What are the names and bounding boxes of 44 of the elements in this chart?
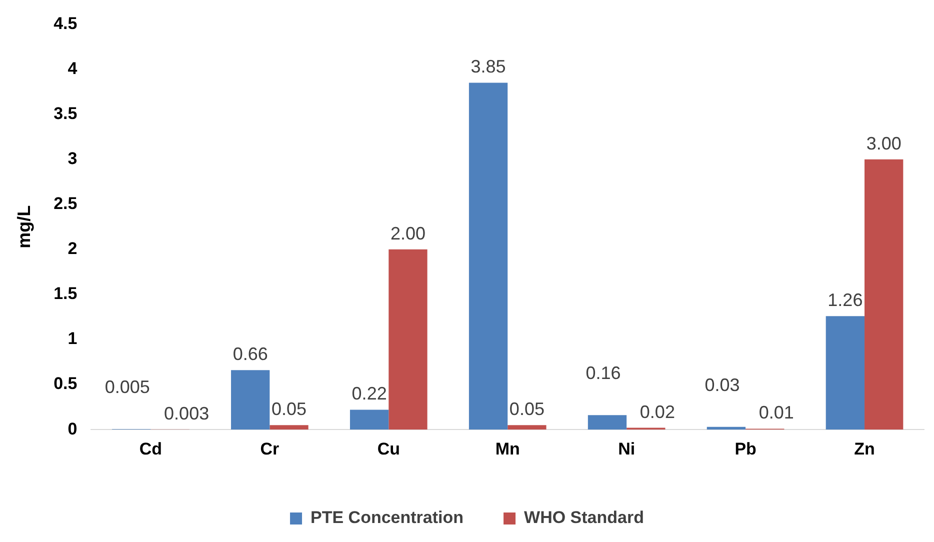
bar xyxy=(270,425,308,430)
bar xyxy=(864,159,904,430)
bar xyxy=(231,370,270,430)
y-tick-label: 4 xyxy=(68,58,78,78)
bar xyxy=(468,82,508,430)
y-axis-title: mg/L xyxy=(14,205,34,248)
data-label: 3.00 xyxy=(866,133,902,154)
bar xyxy=(508,425,546,430)
y-tick-label: 3 xyxy=(68,149,78,168)
y-tick-label: 2.5 xyxy=(54,194,78,214)
x-tick-label: Cd xyxy=(139,439,162,458)
x-tick-label: Cu xyxy=(377,439,400,458)
x-tick-label: Cr xyxy=(260,439,280,458)
data-label: 0.005 xyxy=(104,377,150,398)
y-tick-label: 1 xyxy=(68,329,78,348)
x-tick-label: Zn xyxy=(854,439,875,458)
y-tick-label: 4.5 xyxy=(54,14,78,33)
y-tick-label: 1.5 xyxy=(54,284,78,304)
bar xyxy=(388,249,428,430)
y-tick-label: 0 xyxy=(68,419,78,438)
legend-label: PTE Concentration xyxy=(310,508,464,528)
bar xyxy=(826,316,865,430)
data-label: 3.85 xyxy=(470,56,506,77)
data-label: 0.66 xyxy=(232,344,268,364)
bar xyxy=(706,426,746,430)
data-label: 0.01 xyxy=(758,402,794,423)
y-tick-label: 2 xyxy=(68,239,78,258)
data-label: 2.00 xyxy=(390,223,426,244)
bar xyxy=(350,410,389,430)
data-label: 0.02 xyxy=(640,402,675,422)
data-label: 0.16 xyxy=(586,363,621,384)
data-label: 0.05 xyxy=(509,399,544,420)
bar xyxy=(588,415,627,430)
data-label: 0.22 xyxy=(352,384,387,404)
legend-label: WHO Standard xyxy=(524,508,644,528)
y-tick-label: 3.5 xyxy=(54,104,78,123)
x-tick-label: Mn xyxy=(495,439,520,458)
x-tick-label: Ni xyxy=(618,439,636,458)
data-label: 1.26 xyxy=(828,290,863,310)
data-label: 0.05 xyxy=(271,399,307,420)
data-label: 0.003 xyxy=(164,403,210,424)
y-tick-label: 0.5 xyxy=(54,374,78,394)
x-tick-label: Pb xyxy=(734,439,756,458)
data-label: 0.03 xyxy=(704,374,740,395)
